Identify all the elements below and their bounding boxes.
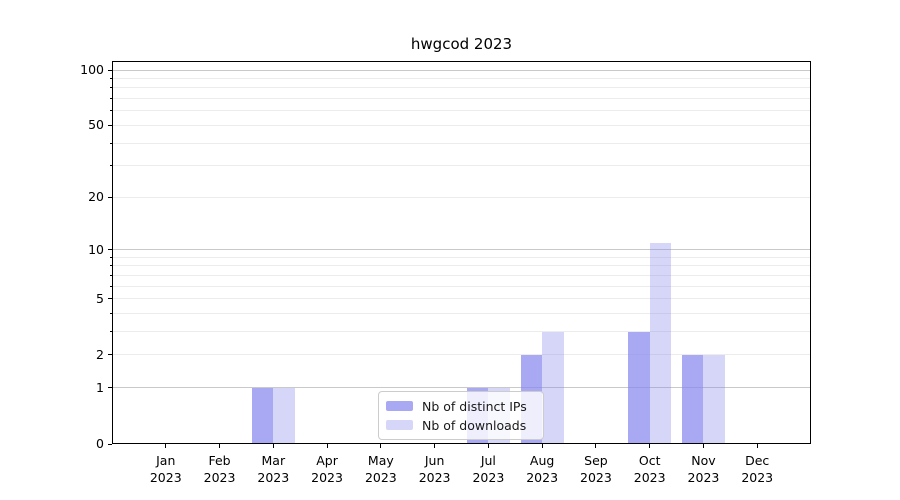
bar-distinct-ips	[681, 354, 704, 444]
gridline-minor	[112, 256, 811, 258]
x-axis-tick-year: 2023	[526, 469, 559, 485]
x-axis-tick-year: 2023	[418, 469, 451, 485]
x-axis-tick-label: Jan 2023	[134, 453, 198, 486]
y-axis-tick-label: 0	[96, 436, 104, 451]
y-axis-tick-label: 20	[88, 189, 104, 205]
bar-downloads	[703, 354, 725, 444]
x-axis-tick	[380, 444, 382, 448]
gridline-major	[112, 69, 811, 71]
x-axis-tick-year: 2023	[580, 469, 612, 485]
y-axis-tick	[108, 443, 112, 445]
gridline-minor	[112, 354, 811, 356]
bar-downloads	[649, 242, 672, 444]
y-axis-minor-tick	[109, 196, 112, 198]
bar-distinct-ips	[251, 387, 274, 444]
x-axis-tick-year: 2023	[741, 469, 774, 485]
x-axis-tick	[595, 444, 597, 448]
y-axis-minor-tick	[109, 77, 112, 79]
bar-downloads	[273, 387, 295, 444]
x-axis-tick-label: Mar 2023	[241, 453, 305, 486]
gridline-minor	[112, 274, 811, 276]
gridline-minor	[112, 265, 811, 267]
y-axis-minor-tick	[109, 87, 112, 89]
gridline-minor	[112, 87, 811, 89]
y-axis-minor-tick	[109, 142, 112, 144]
y-axis-minor-tick	[109, 298, 112, 300]
y-axis-tick-label: 10	[88, 241, 104, 257]
x-axis-tick-label: Jun 2023	[403, 453, 467, 486]
gridline-minor	[112, 165, 811, 167]
legend-label-downloads: Nb of downloads	[422, 417, 527, 433]
x-axis-tick-year: 2023	[149, 469, 182, 485]
y-axis-tick	[108, 69, 112, 71]
y-axis-tick-label: 5	[96, 290, 104, 306]
x-axis-tick-year: 2023	[203, 469, 236, 485]
y-axis-minor-tick	[109, 354, 112, 356]
x-axis-tick	[649, 444, 651, 448]
y-axis-minor-tick	[109, 165, 112, 167]
x-axis-tick	[219, 444, 221, 448]
legend-swatch-downloads	[386, 419, 413, 431]
x-axis-tick-year: 2023	[364, 469, 397, 485]
gridline-minor	[112, 110, 811, 112]
gridline-major	[112, 249, 811, 251]
gridline-minor	[112, 331, 811, 333]
legend-item-downloads: Nb of downloads	[386, 417, 535, 433]
x-axis-tick-label: Nov 2023	[671, 453, 735, 486]
x-axis-tick-year: 2023	[687, 469, 720, 485]
y-axis-minor-tick	[109, 110, 112, 112]
y-axis-minor-tick	[109, 124, 112, 126]
legend: Nb of distinct IPs Nb of downloads	[378, 391, 544, 440]
x-axis-tick-label: Apr 2023	[295, 453, 359, 486]
y-axis-tick-label: 50	[88, 117, 104, 133]
chart-title: hwgcod 2023	[410, 35, 513, 53]
bar-distinct-ips	[628, 331, 650, 444]
x-axis-tick-label: Oct 2023	[618, 453, 682, 486]
x-axis-tick-label: Aug 2023	[510, 453, 574, 486]
gridline-minor	[112, 313, 811, 315]
y-axis-minor-tick	[109, 313, 112, 315]
y-axis-minor-tick	[109, 285, 112, 287]
gridline-minor	[112, 77, 811, 79]
x-axis-tick	[756, 444, 758, 448]
y-axis-minor-tick	[109, 256, 112, 258]
x-axis-tick-year: 2023	[311, 469, 343, 485]
x-axis-tick	[434, 444, 436, 448]
gridline-minor	[112, 285, 811, 287]
gridline-minor	[112, 298, 811, 300]
gridline-major	[112, 387, 811, 389]
y-axis-tick-label: 2	[96, 346, 104, 362]
x-axis-tick	[326, 444, 328, 448]
x-axis-tick-year: 2023	[472, 469, 505, 485]
gridline-minor	[112, 124, 811, 126]
gridline-minor	[112, 196, 811, 198]
x-axis-tick	[541, 444, 543, 448]
x-axis-tick	[272, 444, 274, 448]
y-axis-tick-label: 1	[96, 379, 104, 395]
y-axis-minor-tick	[109, 265, 112, 267]
y-axis-minor-tick	[109, 274, 112, 276]
gridline-minor	[112, 98, 811, 100]
x-axis-tick-label: May 2023	[349, 453, 413, 486]
y-axis-minor-tick	[109, 331, 112, 333]
bar-downloads	[542, 331, 564, 444]
y-axis-minor-tick	[109, 98, 112, 100]
y-axis-tick-label: 100	[80, 62, 104, 77]
legend-label-distinct-ips: Nb of distinct IPs	[422, 398, 527, 414]
x-axis-tick-label: Sep 2023	[564, 453, 628, 486]
x-axis-tick-year: 2023	[257, 469, 290, 485]
y-axis-tick	[108, 249, 112, 251]
x-axis-tick	[702, 444, 704, 448]
x-axis-tick-label: Feb 2023	[188, 453, 252, 486]
legend-swatch-distinct-ips	[386, 400, 413, 412]
y-axis-tick	[108, 387, 112, 389]
x-axis-tick	[165, 444, 167, 448]
legend-item-distinct-ips: Nb of distinct IPs	[386, 398, 535, 414]
x-axis-tick-label: Dec 2023	[725, 453, 789, 486]
x-axis-tick-year: 2023	[633, 469, 666, 485]
gridline-minor	[112, 142, 811, 144]
x-axis-tick	[487, 444, 489, 448]
x-axis-tick-label: Jul 2023	[456, 453, 520, 486]
